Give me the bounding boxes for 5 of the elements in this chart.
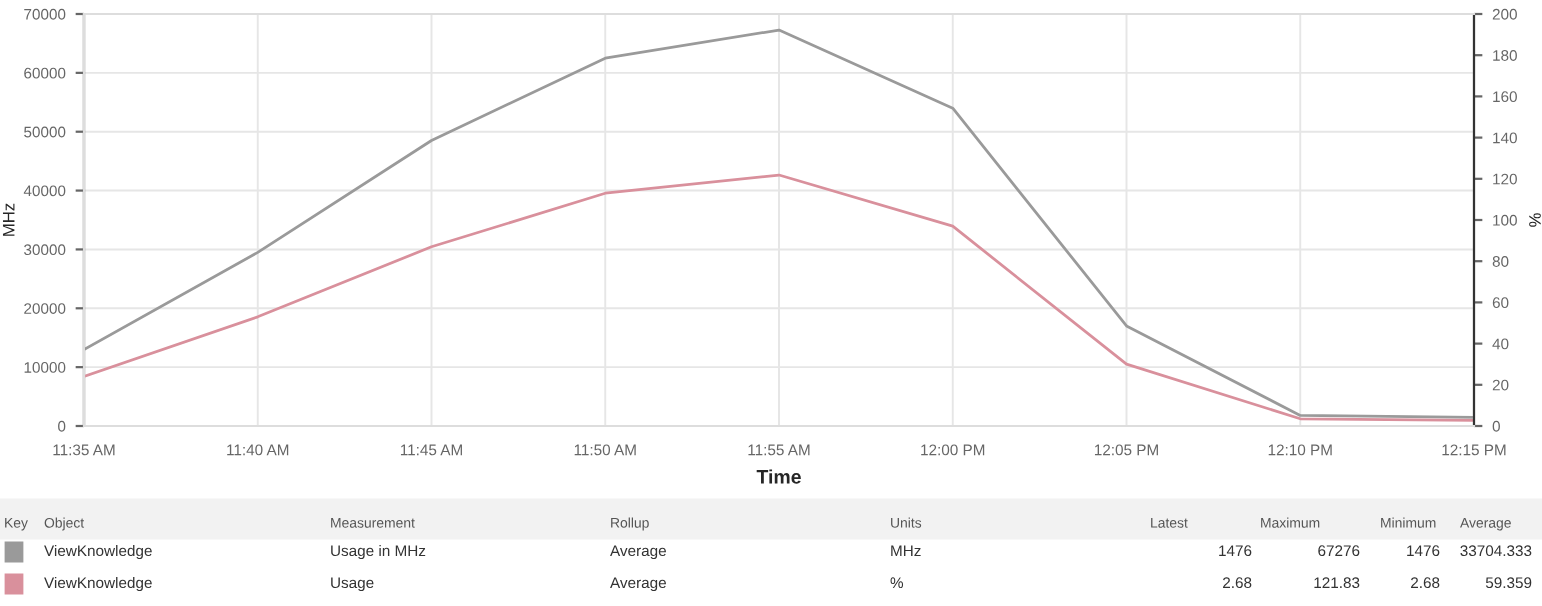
y2-axis-title: % bbox=[1529, 213, 1541, 227]
line-series bbox=[84, 173, 1474, 422]
line-series bbox=[84, 28, 1474, 419]
x-axis-title: Time bbox=[756, 469, 801, 484]
y-axis-title: MHz bbox=[2, 203, 15, 236]
